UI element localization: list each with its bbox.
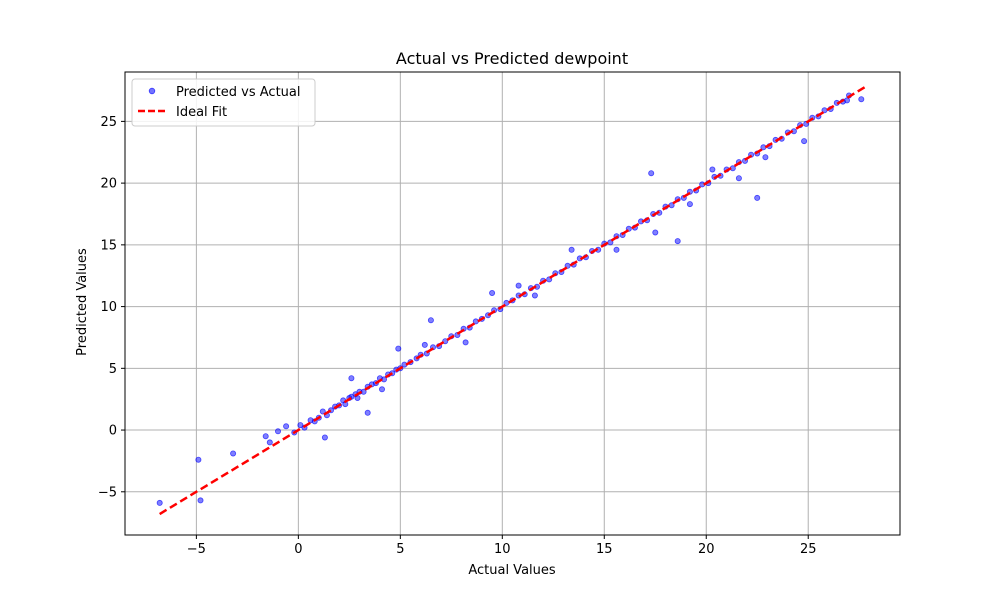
scatter-point bbox=[648, 170, 655, 177]
legend-label-line: Ideal Fit bbox=[176, 105, 227, 120]
scatter-point bbox=[197, 497, 204, 504]
ideal-fit-line-layer bbox=[159, 85, 866, 516]
plot-frame bbox=[124, 71, 901, 536]
scatter-point bbox=[709, 166, 716, 173]
x-tick-label: 15 bbox=[596, 542, 613, 557]
x-tick-label: 0 bbox=[294, 542, 302, 557]
scatter-point bbox=[378, 386, 385, 393]
legend: Predicted vs Actual Ideal Fit bbox=[131, 78, 316, 127]
scatter-point bbox=[858, 96, 865, 103]
scatter-point bbox=[613, 246, 620, 253]
scatter-point bbox=[462, 339, 469, 346]
scatter-point bbox=[568, 246, 575, 253]
x-axis-label: Actual Values bbox=[468, 563, 556, 578]
scatter-point bbox=[230, 450, 237, 457]
scatter-point bbox=[844, 97, 851, 104]
scatter-point bbox=[489, 289, 496, 296]
chart-title: Actual vs Predicted dewpoint bbox=[396, 49, 628, 68]
y-tick-label: 10 bbox=[100, 300, 117, 315]
scatter-point bbox=[321, 434, 328, 441]
y-tick-label: 0 bbox=[109, 424, 117, 439]
scatter-point bbox=[283, 423, 290, 430]
y-tick-label: 20 bbox=[100, 177, 117, 192]
y-tick-label: −5 bbox=[98, 485, 117, 500]
scatter-point bbox=[735, 175, 742, 182]
scatter-point bbox=[754, 194, 761, 201]
y-axis-ticks: −5 0 5 10 15 20 25 bbox=[98, 115, 125, 500]
scatter-point bbox=[195, 456, 202, 463]
scatter-point bbox=[427, 317, 434, 324]
y-tick-label: 25 bbox=[100, 115, 117, 130]
scatter-point bbox=[762, 154, 769, 161]
scatter-point bbox=[515, 282, 522, 289]
scatter-point bbox=[395, 345, 402, 352]
scatter-point bbox=[348, 375, 355, 382]
scatter-point bbox=[531, 292, 538, 299]
scatter-point bbox=[364, 409, 371, 416]
scatter-point bbox=[156, 499, 163, 506]
legend-box bbox=[131, 78, 316, 127]
scatter-point bbox=[262, 433, 269, 440]
scatter-point bbox=[801, 138, 808, 145]
x-tick-label: 5 bbox=[396, 542, 404, 557]
x-tick-label: 20 bbox=[698, 542, 715, 557]
scatter-point bbox=[652, 229, 659, 236]
x-tick-label: 10 bbox=[494, 542, 511, 557]
scatter-point bbox=[274, 428, 281, 435]
ideal-fit-line bbox=[159, 85, 866, 516]
grid-lines bbox=[125, 72, 900, 535]
y-tick-label: 5 bbox=[109, 362, 117, 377]
scatter-point bbox=[319, 408, 326, 415]
scatter-point bbox=[421, 341, 428, 348]
legend-marker-scatter bbox=[148, 87, 156, 95]
y-tick-label: 15 bbox=[100, 238, 117, 253]
x-tick-label: 25 bbox=[800, 542, 817, 557]
scatter-point bbox=[674, 238, 681, 245]
scatter-point bbox=[266, 439, 273, 446]
scatter-point bbox=[686, 201, 693, 208]
x-tick-label: −5 bbox=[187, 542, 206, 557]
x-axis-ticks: −5 0 5 10 15 20 25 bbox=[187, 535, 817, 557]
legend-label-scatter: Predicted vs Actual bbox=[176, 85, 300, 100]
y-axis-label: Predicted Values bbox=[75, 248, 90, 356]
